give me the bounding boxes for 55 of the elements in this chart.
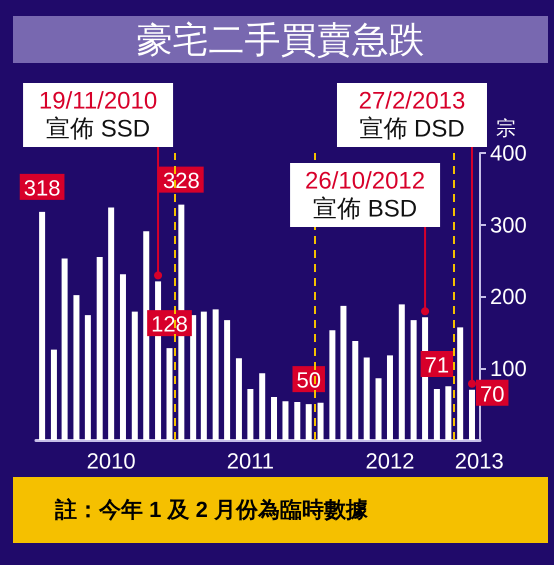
- y-tick-label: 100: [490, 356, 527, 381]
- x-tick-label: 2011: [226, 448, 274, 474]
- bar: [166, 348, 173, 440]
- bar: [212, 309, 219, 440]
- text: 註：今年 1 及 2 月份為臨時數據: [54, 496, 369, 524]
- bar: [398, 304, 405, 440]
- y-tick-label: 200: [490, 284, 527, 309]
- x-tick-label: 2013: [454, 448, 504, 474]
- bar: [386, 355, 393, 440]
- data-label: 50: [296, 368, 321, 393]
- bar: [352, 340, 358, 440]
- chart-title: 豪宅二手買賣急跌: [13, 16, 548, 63]
- bar: [143, 231, 150, 440]
- bar: [282, 401, 288, 440]
- y-axis-title: 宗: [496, 117, 516, 140]
- annotation: 27/2/2013 宣佈 DSD: [358, 88, 466, 142]
- bar: [73, 295, 80, 440]
- bar: [376, 378, 382, 440]
- y-tick-label: 400: [490, 140, 527, 166]
- bar: [200, 312, 207, 440]
- y-tick-label: 300: [490, 212, 527, 238]
- bar: [247, 389, 254, 440]
- bar: [457, 327, 464, 440]
- bar: [294, 402, 300, 440]
- bar: [108, 208, 114, 440]
- bar: [39, 212, 46, 440]
- bar: [364, 357, 370, 440]
- annotation: 26/10/2012 宣佈 BSD: [305, 168, 426, 222]
- x-tick-label: 2012: [366, 448, 414, 474]
- bar: [410, 320, 417, 440]
- bar: [434, 389, 440, 440]
- bar: [271, 396, 278, 440]
- bar: [340, 306, 346, 440]
- bar: [236, 358, 242, 440]
- x-tick-label: 2010: [86, 448, 136, 474]
- bar: [84, 315, 91, 440]
- data-label: 128: [151, 312, 188, 337]
- bar: [468, 390, 475, 440]
- data-label: 318: [24, 175, 60, 200]
- data-label: 71: [424, 352, 450, 378]
- bar: [190, 315, 196, 440]
- data-label: 70: [480, 381, 504, 406]
- bar: [329, 330, 336, 440]
- bar: [62, 258, 68, 440]
- bar: [50, 350, 57, 440]
- data-label: 328: [162, 168, 200, 194]
- bar: [224, 320, 230, 440]
- bar: [120, 274, 126, 440]
- bar: [259, 373, 266, 440]
- bar: [318, 402, 324, 440]
- annotation: 19/11/2010 宣佈 SSD: [38, 88, 158, 142]
- bar: [96, 257, 103, 440]
- bar: [306, 404, 312, 440]
- bar: [445, 386, 452, 440]
- bar: [132, 312, 138, 440]
